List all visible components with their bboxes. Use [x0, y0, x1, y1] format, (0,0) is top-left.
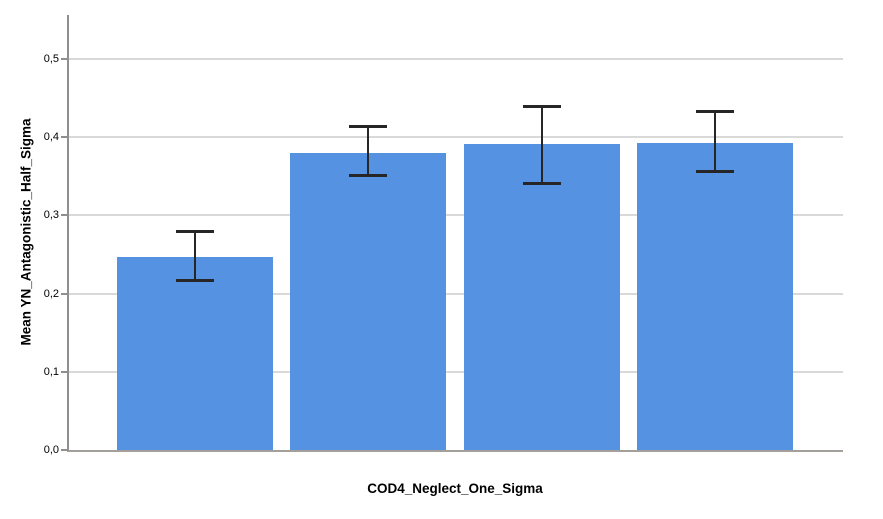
gridline: [69, 370, 843, 373]
gridline: [69, 292, 843, 295]
y-tick-label: 0,5: [43, 53, 59, 65]
bar: [290, 152, 447, 450]
y-tick-mark: [61, 292, 67, 295]
plot-area: [61, 15, 843, 452]
error-bar-cap-top: [176, 230, 214, 234]
y-tick-mark: [61, 58, 67, 60]
gridline: [69, 214, 843, 217]
y-axis-title: Mean YN_Antagonistic_Half_Sigma: [18, 118, 34, 346]
bar: [117, 256, 273, 450]
error-bar-cap-bottom: [695, 170, 734, 174]
error-bar-cap-top: [695, 109, 734, 113]
error-bar-cap-top: [349, 125, 388, 129]
y-tick-label: 0,4: [43, 131, 59, 144]
y-tick-label: 0,0: [43, 444, 59, 456]
x-axis-title: COD4_Neglect_One_Sigma: [367, 481, 543, 496]
error-bar-line: [540, 105, 543, 185]
y-tick-label: 0,1: [43, 365, 59, 378]
error-bar-line: [367, 125, 370, 178]
bar: [463, 144, 620, 450]
error-bar-line: [713, 109, 716, 174]
bar: [636, 142, 793, 450]
error-bar-line: [194, 230, 196, 282]
gridline: [69, 136, 843, 139]
y-tick-label: 0,2: [43, 287, 59, 300]
y-tick-mark: [61, 214, 67, 217]
error-bar-cap-bottom: [522, 181, 561, 185]
y-tick-mark: [61, 449, 67, 451]
y-tick-label: 0,3: [43, 209, 59, 222]
y-tick-mark: [61, 136, 67, 139]
error-bar-cap-bottom: [176, 278, 214, 282]
error-bar-cap-bottom: [349, 174, 388, 178]
error-bar-cap-top: [522, 105, 561, 109]
gridline: [69, 58, 843, 60]
y-tick-mark: [61, 370, 67, 373]
